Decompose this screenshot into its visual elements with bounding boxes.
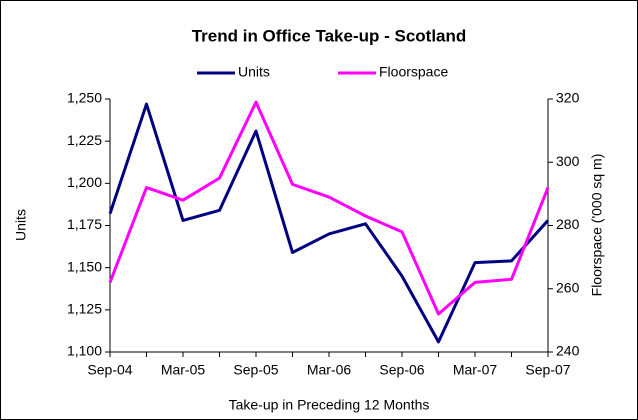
chart-title: Trend in Office Take-up - Scotland: [192, 26, 467, 45]
y-axis-title: Units: [13, 209, 29, 241]
y-tick-label: 1,225: [67, 132, 102, 148]
y2-tick-label: 280: [556, 216, 580, 232]
y-tick-label: 1,250: [67, 90, 102, 106]
x-tick-label: Sep-04: [87, 362, 132, 378]
x-tick-label: Mar-06: [307, 362, 352, 378]
x-axis-title: Take-up in Preceding 12 Months: [229, 397, 430, 413]
y-tick-label: 1,175: [67, 216, 102, 232]
y2-tick-label: 300: [556, 153, 580, 169]
y2-axis-title: Floorspace ('000 sq m): [589, 154, 605, 297]
y2-tick-label: 260: [556, 279, 580, 295]
y-tick-label: 1,200: [67, 174, 102, 190]
x-tick-label: Sep-05: [233, 362, 278, 378]
y2-tick-label: 320: [556, 90, 580, 106]
legend-label: Units: [238, 64, 270, 80]
y-tick-label: 1,150: [67, 258, 102, 274]
series-line: [108, 100, 550, 316]
y-tick-label: 1,100: [67, 343, 102, 359]
series-line: [108, 102, 550, 344]
x-tick-label: Sep-07: [525, 362, 570, 378]
y2-tick-label: 240: [556, 343, 580, 359]
x-tick-label: Mar-05: [161, 362, 206, 378]
x-tick-label: Sep-06: [379, 362, 424, 378]
x-tick-label: Mar-07: [453, 362, 498, 378]
y-tick-label: 1,125: [67, 301, 102, 317]
legend-label: Floorspace: [379, 64, 448, 80]
